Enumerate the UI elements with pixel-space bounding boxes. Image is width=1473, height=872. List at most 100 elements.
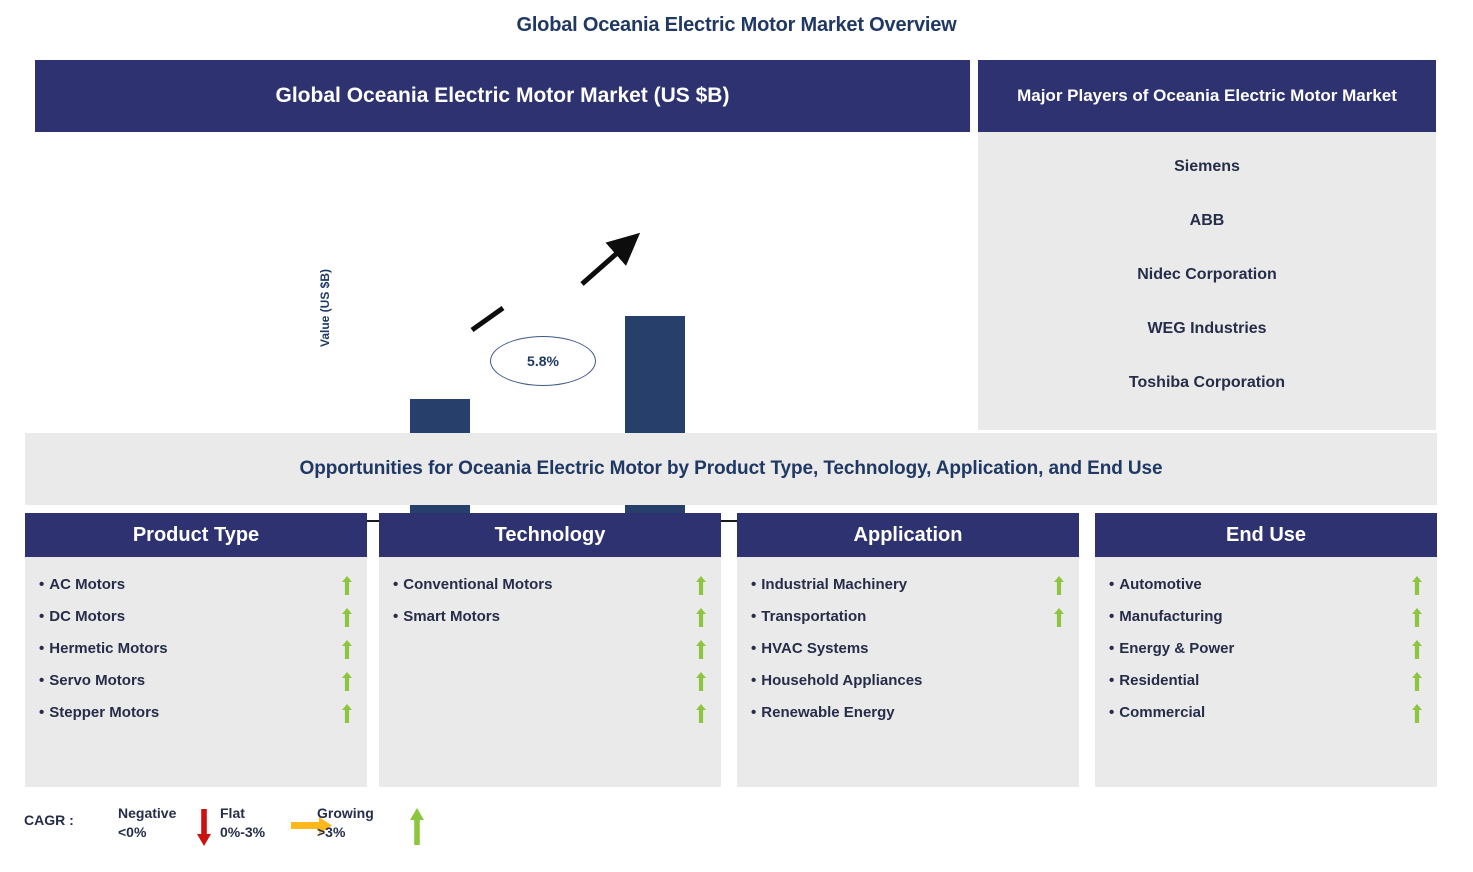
category-list-end-use: • Automotive • Manufacturing • Energy & Pow… [1109, 569, 1377, 729]
list-item-label: HVAC Systems [761, 640, 869, 657]
bullet-icon: • [751, 672, 757, 689]
cagr-legend-name: Growing [317, 805, 374, 821]
list-item-label: Residential [1119, 672, 1200, 689]
list-item: Nidec Corporation [1137, 266, 1277, 283]
market-chart-panel: Global Oceania Electric Motor Market (US… [35, 60, 970, 549]
market-chart-body: Value (US $B) 2025 2031 5.8% Source : Lu… [35, 132, 970, 549]
category-header-end-use: End Use [1095, 513, 1437, 557]
list-item: • Servo Motors [39, 665, 307, 697]
category-body-technology: • Conventional Motors • Smart Motors [379, 557, 721, 787]
up-arrow-icon [696, 672, 706, 691]
list-item: WEG Industries [1147, 320, 1267, 337]
up-arrow-icon [342, 672, 352, 691]
cagr-legend-range: >3% [317, 824, 346, 840]
bullet-icon: • [1109, 672, 1115, 689]
list-item: • Manufacturing [1109, 601, 1377, 633]
list-item: • Smart Motors [393, 601, 661, 633]
list-item: • Commercial [1109, 697, 1377, 729]
bullet-icon: • [751, 704, 757, 721]
cagr-legend-range: 0%-3% [220, 824, 266, 840]
cagr-arrow-column-end-use [1411, 575, 1423, 735]
list-item: • AC Motors [39, 569, 307, 601]
list-item: Siemens [1174, 158, 1240, 175]
cagr-arrow-column-product-type [341, 575, 353, 735]
bullet-icon: • [39, 704, 45, 721]
list-item: • Residential [1109, 665, 1377, 697]
category-card-end-use: End Use • Automotive • Manufacturing • Ener… [1095, 513, 1437, 787]
cagr-legend-range: <0% [118, 824, 147, 840]
category-list-product-type: • AC Motors • DC Motors • Hermetic Motors •… [39, 569, 307, 729]
bullet-icon: • [393, 608, 399, 625]
bullet-icon: • [751, 576, 757, 593]
list-item-label: Stepper Motors [49, 704, 160, 721]
list-item-label: Smart Motors [403, 608, 500, 625]
category-list-technology: • Conventional Motors • Smart Motors [393, 569, 661, 633]
bullet-icon: • [39, 640, 45, 657]
up-arrow-icon [1412, 704, 1422, 723]
up-arrow-icon [1054, 576, 1064, 595]
list-item: • Hermetic Motors [39, 633, 307, 665]
opportunities-banner: Opportunities for Oceania Electric Motor… [25, 433, 1437, 505]
up-arrow-icon [410, 808, 424, 845]
cagr-legend-name: Flat [220, 805, 245, 821]
category-body-application: • Industrial Machinery • Transportation • H… [737, 557, 1079, 787]
list-item: • HVAC Systems [751, 633, 1019, 665]
up-arrow-icon [342, 576, 352, 595]
page-title: Global Oceania Electric Motor Market Ove… [516, 14, 957, 36]
list-item-label: Servo Motors [49, 672, 146, 689]
cagr-legend-name: Negative [118, 805, 177, 821]
list-item-label: Energy & Power [1119, 640, 1235, 657]
major-players-header: Major Players of Oceania Electric Motor … [978, 60, 1436, 132]
list-item-label: Hermetic Motors [49, 640, 168, 657]
list-item: • Energy & Power [1109, 633, 1377, 665]
bullet-icon: • [1109, 704, 1115, 721]
list-item-label: Automotive [1119, 576, 1202, 593]
category-card-product-type: Product Type • AC Motors • DC Motors • Herm… [25, 513, 367, 787]
opportunities-banner-text: Opportunities for Oceania Electric Motor… [299, 458, 1163, 479]
list-item-label: AC Motors [49, 576, 126, 593]
up-arrow-icon [1412, 608, 1422, 627]
list-item: • Transportation [751, 601, 1019, 633]
bullet-icon: • [751, 608, 757, 625]
list-item-label: DC Motors [49, 608, 126, 625]
list-item-label: Household Appliances [761, 672, 923, 689]
cagr-callout: 5.8% [490, 336, 596, 386]
category-list-application: • Industrial Machinery • Transportation • H… [751, 569, 1019, 729]
list-item-label: Manufacturing [1119, 608, 1223, 625]
up-arrow-icon [696, 576, 706, 595]
major-players-list: Siemens ABB Nidec Corporation WEG Indust… [978, 132, 1436, 430]
up-arrow-icon [1412, 576, 1422, 595]
list-item: • Automotive [1109, 569, 1377, 601]
category-body-end-use: • Automotive • Manufacturing • Energy & Pow… [1095, 557, 1437, 787]
up-arrow-icon [696, 704, 706, 723]
list-item: ABB [1189, 212, 1225, 229]
up-arrow-icon [1412, 672, 1422, 691]
cagr-arrow-column-technology [695, 575, 707, 735]
major-players-panel: Major Players of Oceania Electric Motor … [978, 60, 1436, 430]
category-card-application: Application • Industrial Machinery • Trans… [737, 513, 1079, 787]
market-chart-header: Global Oceania Electric Motor Market (US… [35, 60, 970, 132]
cagr-arrow-column-application [1053, 575, 1065, 639]
list-item: • Stepper Motors [39, 697, 307, 729]
list-item-label: Transportation [761, 608, 867, 625]
cagr-legend-item-flat: Flat 0%-3% [220, 804, 265, 842]
bullet-icon: • [393, 576, 399, 593]
bullet-icon: • [751, 640, 757, 657]
up-arrow-icon [696, 640, 706, 659]
category-header-product-type: Product Type [25, 513, 367, 557]
up-arrow-icon [1054, 608, 1064, 627]
cagr-legend-item-negative: Negative <0% [118, 804, 176, 842]
list-item: • DC Motors [39, 601, 307, 633]
up-arrow-icon [342, 704, 352, 723]
category-card-technology: Technology • Conventional Motors • Smart M… [379, 513, 721, 787]
bullet-icon: • [39, 672, 45, 689]
cagr-value: 5.8% [527, 353, 559, 369]
list-item: • Conventional Motors [393, 569, 661, 601]
list-item-label: Conventional Motors [403, 576, 553, 593]
list-item-label: Commercial [1119, 704, 1206, 721]
bullet-icon: • [39, 576, 45, 593]
category-body-product-type: • AC Motors • DC Motors • Hermetic Motors •… [25, 557, 367, 787]
list-item: • Household Appliances [751, 665, 1019, 697]
up-arrow-icon [342, 608, 352, 627]
